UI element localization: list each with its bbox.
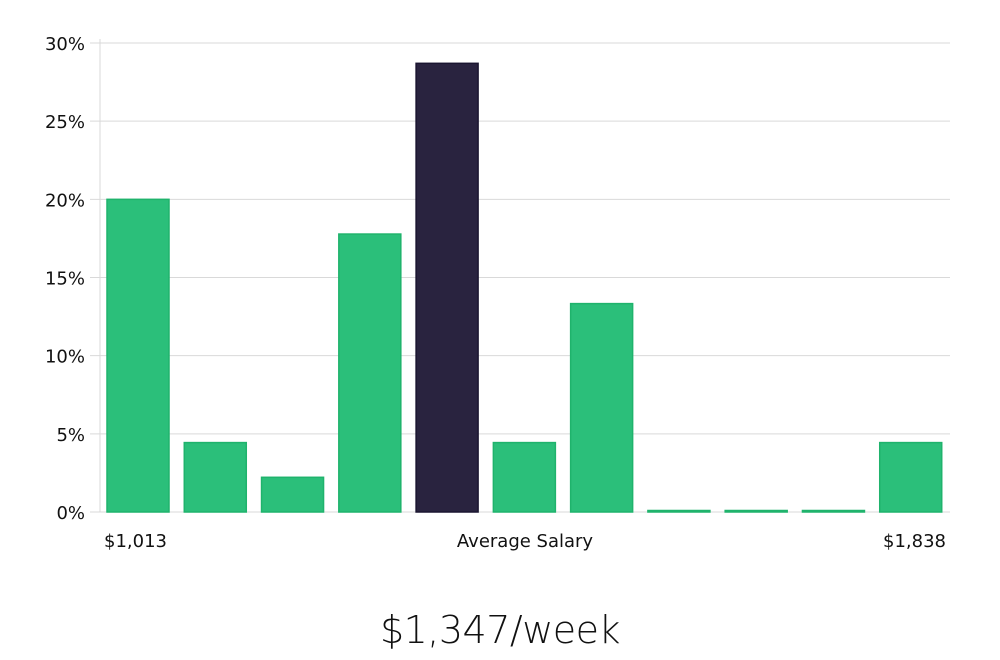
y-tick-label: 30% (45, 34, 85, 55)
bar (569, 302, 634, 513)
x-min-label: $1,013 (104, 531, 167, 552)
y-tick-label: 15% (45, 269, 85, 290)
bar (106, 198, 170, 513)
bar (801, 509, 866, 513)
x-max-label: $1,838 (883, 531, 946, 552)
bar (492, 441, 557, 513)
y-tick-label: 25% (45, 112, 85, 133)
salary-histogram: 0% 5% 10% 15% 20% 25% 30% $1,013 Average Salar… (45, 34, 950, 552)
x-axis-label: Average Salary (457, 531, 594, 552)
bar (724, 509, 788, 513)
bar (878, 441, 943, 513)
bar (183, 441, 248, 513)
y-tick-label: 0% (56, 503, 85, 524)
bar (338, 233, 402, 513)
bar-highlighted (415, 62, 479, 513)
bar (647, 509, 711, 513)
bar (260, 476, 325, 513)
y-tick-label: 10% (45, 347, 85, 368)
average-salary-value: $1,347/week (379, 608, 621, 652)
y-tick-label: 5% (56, 425, 85, 446)
y-tick-label: 20% (45, 190, 85, 211)
